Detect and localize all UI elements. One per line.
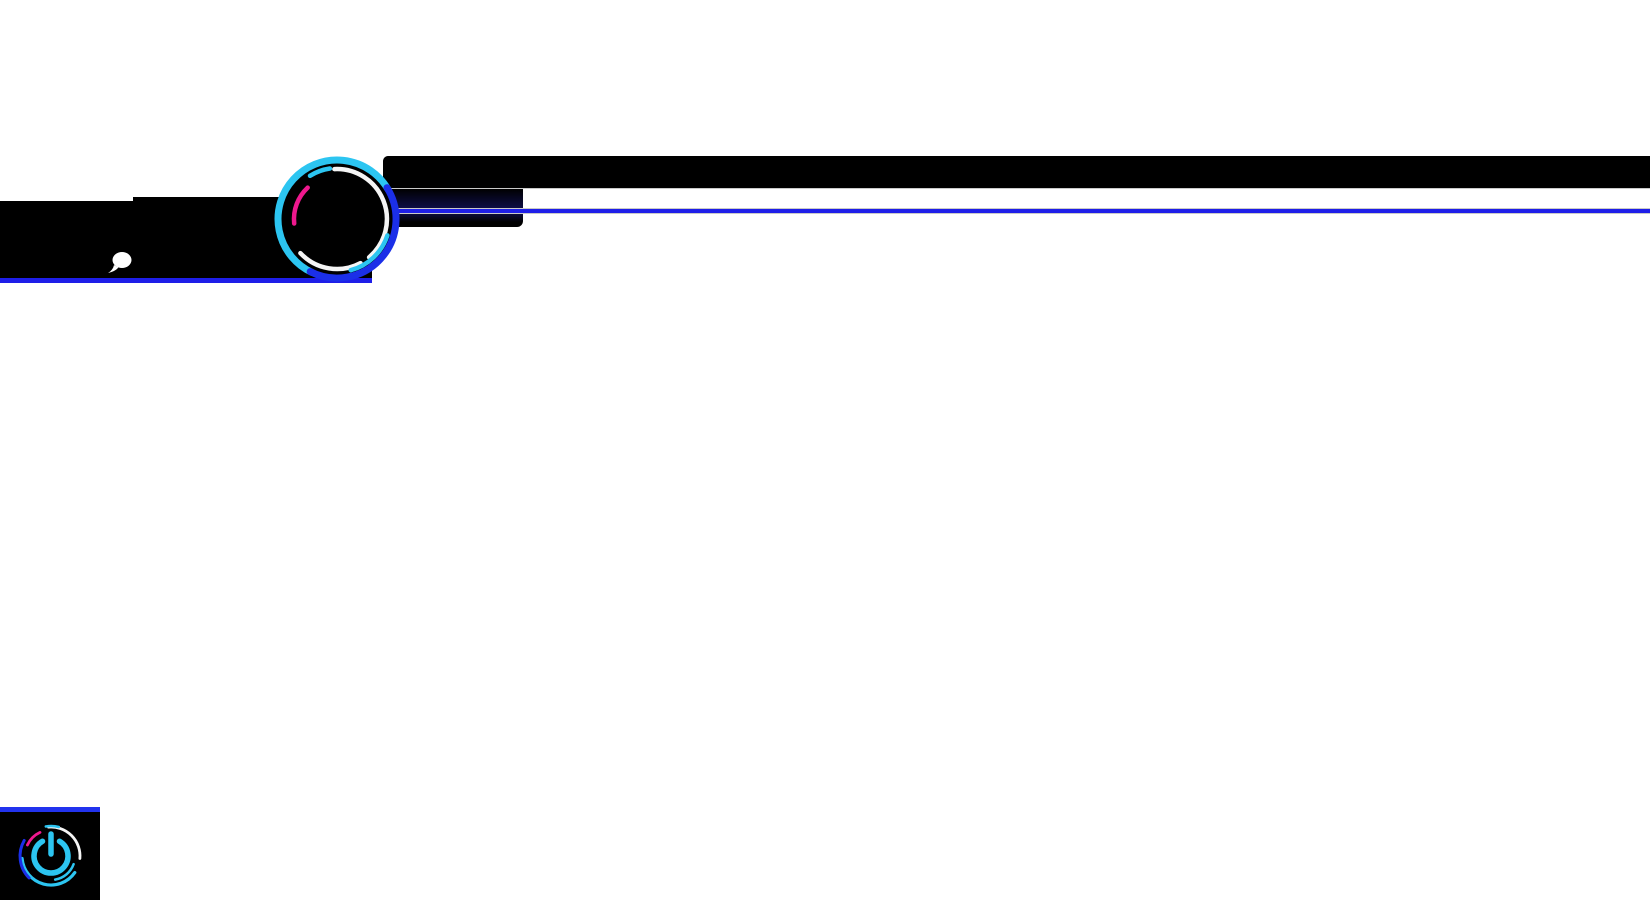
spinner-white-arc-right: [332, 166, 390, 260]
left-bar-notch: [0, 197, 133, 201]
power-cyan-arc-top: [44, 824, 61, 829]
loading-spinner: [274, 156, 400, 282]
spinner-cyan-arc-bottomright: [348, 233, 390, 273]
spinner-outer-cyan-arc: [274, 156, 392, 276]
power-cyan-arc-bottom: [20, 856, 77, 887]
accent-line: [383, 208, 1650, 214]
power-button[interactable]: [0, 807, 100, 900]
power-icon: [18, 824, 82, 887]
spinner-white-arc-bottom: [298, 250, 363, 272]
chat-bubble-icon[interactable]: [105, 246, 135, 276]
power-magenta-arc: [26, 831, 42, 847]
spinner-outer-blue-arc: [306, 184, 400, 282]
chat-bubble-body: [112, 252, 132, 268]
left-bar-accent-line: [0, 278, 372, 283]
chat-bubble-tail: [108, 265, 119, 273]
spinner-magenta-arc: [291, 185, 310, 226]
top-bar: [383, 156, 1650, 188]
power-blue-arc-left: [18, 839, 31, 880]
spinner-cyan-arc-top: [307, 166, 333, 179]
power-ring: [31, 838, 71, 876]
power-cyan-arc-inner: [53, 862, 75, 881]
